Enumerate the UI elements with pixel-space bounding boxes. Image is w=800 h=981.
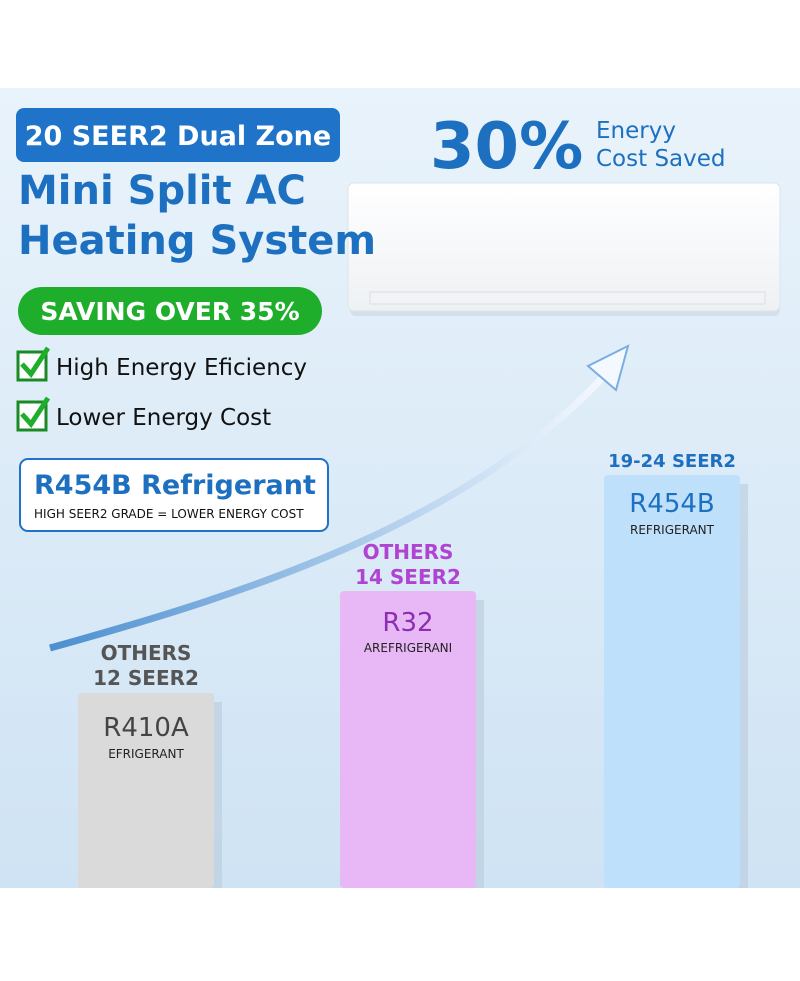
- title: Heating System: [18, 218, 376, 264]
- refrigerant-subtitle: HIGH SEER2 GRADE = LOWER ENERGY COST: [34, 507, 304, 521]
- feature: High Energy Eficiency: [56, 355, 307, 381]
- refrigerant-box: [19, 458, 329, 532]
- column-sub: AREFRIGERANI: [364, 641, 452, 655]
- badge-text: 20 SEER2 Dual Zone: [25, 121, 331, 152]
- ac-unit: [347, 182, 781, 312]
- column-sub: REFRIGERANT: [630, 523, 715, 537]
- column: [604, 475, 740, 888]
- check-icon: [16, 346, 51, 432]
- saving-pill: [18, 287, 322, 335]
- column-name: R454B: [629, 489, 715, 519]
- refrigerant-title: R454B Refrigerant: [34, 470, 316, 501]
- savings-percent: 30%: [430, 110, 583, 184]
- column-label: OTHERS: [101, 641, 192, 665]
- column-sub: EFRIGERANT: [108, 747, 184, 761]
- column: [78, 693, 214, 888]
- trend-arrow: [49, 372, 608, 652]
- column-name: R32: [382, 608, 433, 638]
- column-label: 14 SEER2: [355, 565, 461, 589]
- arrow-head: [586, 344, 630, 392]
- column-label: OTHERS: [363, 540, 454, 564]
- column-label: 19-24 SEER2: [608, 451, 736, 472]
- column-name: R410A: [103, 713, 189, 743]
- badge: [16, 108, 340, 162]
- saving-text: SAVING OVER 35%: [40, 297, 299, 326]
- savings-text: Cost Saved: [596, 146, 726, 172]
- title: Mini Split AC: [18, 168, 306, 214]
- feature: Lower Energy Cost: [56, 405, 271, 431]
- ac-vent: [369, 291, 766, 305]
- column-label: 12 SEER2: [93, 666, 199, 690]
- savings-text: Eneryy: [596, 118, 676, 144]
- column: [340, 591, 476, 888]
